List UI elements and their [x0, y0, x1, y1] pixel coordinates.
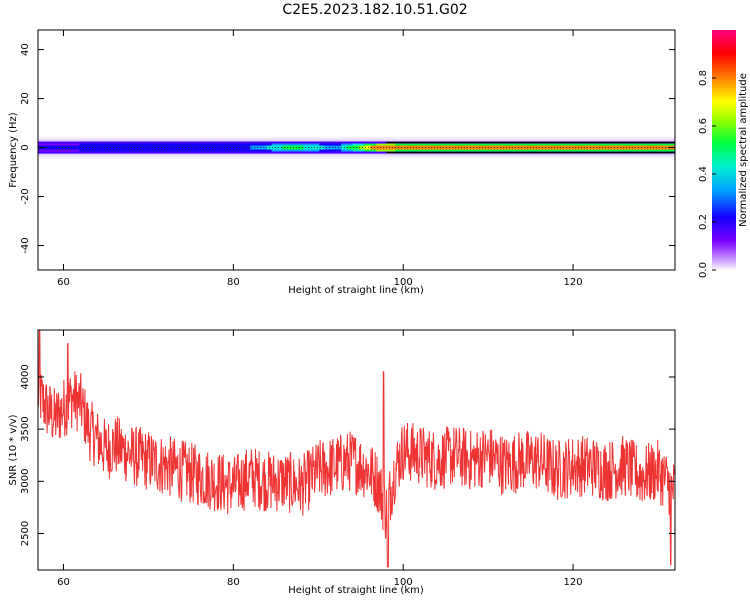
- band-cell-core: [514, 145, 532, 150]
- colorbar-gradient: [712, 30, 736, 270]
- spectrogram-x-tick-label: 120: [564, 277, 583, 288]
- band-cell-core: [392, 145, 396, 150]
- spectrogram-y-tick-label: -40: [20, 237, 31, 253]
- spectrogram-y-label: Frequency (Hz): [8, 112, 19, 188]
- band-cell-core: [358, 145, 365, 150]
- band-cell-core: [134, 145, 149, 150]
- band-cell-core: [65, 145, 80, 150]
- band-cell-core: [255, 145, 262, 150]
- band-cell-core: [107, 145, 122, 150]
- band-cell-core: [370, 145, 377, 150]
- spectrogram-frame: [37, 29, 676, 271]
- band-cell-core: [250, 145, 257, 150]
- band-cell-core: [352, 145, 360, 150]
- band-cell-core: [292, 145, 299, 150]
- band-cell-core: [224, 145, 239, 150]
- band-cell-core: [466, 145, 484, 150]
- spectrogram-y-ticks: 40 20 0 -20 -40: [20, 43, 675, 254]
- colorbar-tick-label: 0.4: [698, 166, 709, 182]
- snr-x-label: Height of straight line (km): [288, 585, 424, 596]
- band-cell-core: [276, 145, 283, 150]
- band-cell-core: [602, 145, 622, 150]
- band-cell-core: [450, 145, 468, 150]
- spectrogram-band: [38, 135, 675, 160]
- spectrogram-y-tick-label: 0: [20, 144, 31, 150]
- band-cell-core: [319, 145, 326, 150]
- band-cell-core: [620, 145, 640, 150]
- band-cell-core: [387, 145, 391, 150]
- spectrogram-y-tick-label: -20: [20, 188, 31, 204]
- snr-y-tick-label: 2500: [20, 521, 31, 546]
- snr-panel: 60 80 100 120 2500 3000 3500 4000 Height of st…: [8, 329, 676, 596]
- band-cell-core: [419, 145, 436, 150]
- band-cell-core: [314, 145, 320, 150]
- band-cell-core: [403, 145, 420, 150]
- band-cell-core: [282, 145, 288, 150]
- band-cell-core: [638, 145, 658, 150]
- band-cell-core: [397, 145, 402, 150]
- band-cell-core: [364, 145, 371, 150]
- band-cell-core: [186, 145, 200, 150]
- colorbar-tick-label: 0.0: [698, 262, 709, 278]
- band-cell-core: [93, 145, 108, 150]
- band-cell-core: [173, 145, 188, 150]
- spectrogram-x-ticks: 60 80 100 120: [57, 30, 583, 288]
- spectrogram-x-tick-label: 60: [57, 277, 70, 288]
- snr-y-tick-label: 3000: [20, 469, 31, 494]
- snr-x-tick-label: 100: [394, 577, 413, 588]
- spectrogram-x-tick-label: 100: [394, 277, 413, 288]
- band-cell-core: [584, 145, 604, 150]
- colorbar-tick-label: 0.2: [698, 214, 709, 230]
- snr-x-ticks: 60 80 100 120: [57, 330, 583, 588]
- snr-y-label: SNR (10 * v/v): [8, 414, 19, 485]
- band-cell-core: [120, 145, 136, 150]
- band-cell-core: [237, 145, 251, 150]
- band-cell-core: [199, 145, 213, 150]
- spectrogram-panel: 60 80 100 120 40 20 0 -20 -40 Height of straigh…: [8, 29, 676, 296]
- snr-x-tick-label: 120: [564, 577, 583, 588]
- spectrogram-y-tick-label: 20: [20, 92, 31, 105]
- colorbar-label: Normalized spectral amplitude: [738, 73, 749, 227]
- colorbar-tick-label: 0.8: [698, 70, 709, 86]
- snr-y-tick-label: 3500: [20, 416, 31, 441]
- band-cell-core: [376, 145, 383, 150]
- spectrogram-x-label: Height of straight line (km): [288, 285, 424, 296]
- spectrogram-y-tick-label: 40: [20, 43, 31, 56]
- band-cell-core: [400, 145, 404, 150]
- band-cell-core: [395, 145, 399, 150]
- snr-x-tick-label: 80: [227, 577, 240, 588]
- colorbar-tick-label: 0.6: [698, 118, 709, 134]
- snr-y-ticks: 2500 3000 3500 4000: [20, 364, 675, 546]
- chart-title: C2E5.2023.182.10.51.G02: [282, 2, 468, 18]
- colorbar-ticks: 0.0 0.2 0.4 0.6 0.8: [698, 70, 716, 278]
- band-cell-core: [38, 145, 53, 150]
- band-cell-core: [51, 145, 67, 150]
- band-cell-core: [389, 145, 394, 150]
- snr-x-tick-label: 60: [57, 577, 70, 588]
- snr-frame: [37, 329, 676, 571]
- snr-plot-area: [38, 330, 675, 568]
- band-cell-core: [324, 145, 331, 150]
- snr-series-line: [38, 330, 675, 568]
- band-cell-core: [298, 145, 304, 150]
- band-cell-core: [271, 145, 278, 150]
- colorbar: 0.0 0.2 0.4 0.6 0.8 Normalized spectral ampl…: [698, 30, 749, 278]
- band-cell-core: [303, 145, 310, 150]
- spectrogram-x-tick-label: 80: [227, 277, 240, 288]
- snr-y-tick-label: 4000: [20, 364, 31, 389]
